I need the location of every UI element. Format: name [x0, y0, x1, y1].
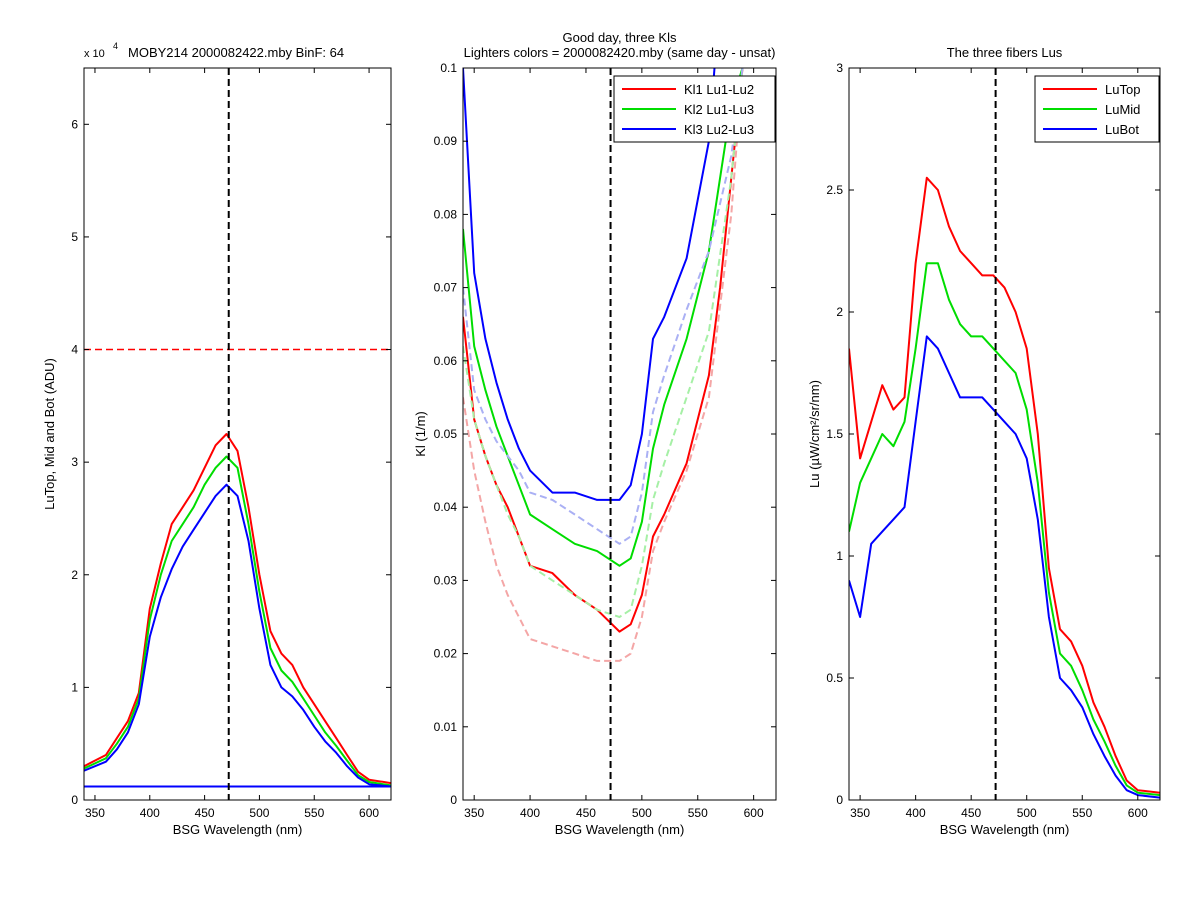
plot-lines [463, 68, 744, 800]
x-tick-label: 400 [520, 806, 540, 820]
y-exponent-label: x 10 [84, 48, 105, 60]
x-tick-label: 350 [850, 806, 870, 820]
legend-entry: LuTop [1105, 82, 1140, 97]
y-tick-label: 6 [71, 117, 78, 131]
chart-panel-3: 350 400 450 500 550 600 0 0.5 1 1.5 2 2.5 3 BSG Wavel… [807, 45, 1161, 837]
legend: LuTop LuMid LuBot [1034, 75, 1160, 143]
x-tick-label: 600 [744, 806, 764, 820]
x-tick-label: 500 [1017, 806, 1037, 820]
y-tick-label: 3 [71, 455, 78, 469]
x-tick-label: 550 [304, 806, 324, 820]
y-tick-label: 0.09 [434, 134, 458, 148]
plot-lines [849, 68, 1160, 800]
x-axis-label: BSG Wavelength (nm) [555, 822, 685, 837]
plot-area [463, 68, 776, 800]
plot-area [84, 68, 391, 800]
y-axis-label: Kl (1/m) [413, 411, 428, 457]
x-axis-label: BSG Wavelength (nm) [173, 822, 303, 837]
chart-title: Good day, three Kls [563, 30, 677, 45]
chart-title: MOBY214 2000082422.mby BinF: 64 [128, 45, 344, 60]
x-tick-label: 450 [195, 806, 215, 820]
series-line-1 [849, 176, 1160, 794]
x-tick-label: 400 [140, 806, 160, 820]
y-tick-label: 3 [836, 61, 843, 75]
x-tick-label: 400 [906, 806, 926, 820]
legend-entry: LuMid [1105, 102, 1140, 117]
axes-frame [83, 67, 392, 801]
y-tick-label: 0.05 [434, 427, 458, 441]
plot-lines [84, 68, 391, 800]
legend: Kl1 Lu1-Lu2 Kl2 Lu1-Lu3 Kl3 Lu2-Lu3 [613, 75, 776, 143]
series-line-3 [84, 483, 391, 788]
legend-entry: Kl3 Lu2-Lu3 [684, 122, 754, 137]
y-tick-label: 0.02 [434, 647, 458, 661]
y-tick-label: 1.5 [826, 427, 843, 441]
y-tick-label: 1 [836, 549, 843, 563]
y-exponent-power: 4 [113, 41, 118, 51]
x-axis-label: BSG Wavelength (nm) [940, 822, 1070, 837]
x-tick-label: 350 [85, 806, 105, 820]
y-tick-label: 0 [450, 793, 457, 807]
series-line-2 [849, 262, 1160, 797]
series-line-5 [463, 68, 744, 618]
series-line-2 [84, 455, 391, 787]
x-tick-label: 500 [249, 806, 269, 820]
x-tick-label: 550 [1072, 806, 1092, 820]
x-tick-label: 450 [961, 806, 981, 820]
y-tick-label: 0.06 [434, 354, 458, 368]
series-line-6 [463, 68, 744, 545]
legend-entry: LuBot [1105, 122, 1139, 137]
x-tick-label: 600 [1128, 806, 1148, 820]
chart-title: The three fibers Lus [947, 45, 1063, 60]
y-tick-label: 5 [71, 230, 78, 244]
series-line-3 [849, 335, 1160, 799]
y-tick-label: 0 [836, 793, 843, 807]
series-line-2 [463, 68, 744, 567]
y-axis-label: LuTop, Mid and Bot (ADU) [42, 358, 57, 510]
series-line-4 [463, 68, 744, 662]
series-line-1 [84, 433, 391, 785]
y-tick-label: 0 [71, 793, 78, 807]
y-tick-label: 0.01 [434, 720, 458, 734]
x-tick-label: 450 [576, 806, 596, 820]
y-tick-label: 4 [71, 343, 78, 357]
y-tick-label: 2.5 [826, 183, 843, 197]
plot-area [849, 68, 1160, 800]
y-axis-label: Lu (µW/cm²/sr/nm) [807, 380, 822, 488]
y-tick-label: 2 [836, 305, 843, 319]
x-tick-label: 500 [632, 806, 652, 820]
y-tick-label: 0.07 [434, 281, 458, 295]
y-tick-label: 0.1 [440, 61, 457, 75]
series-line-3 [463, 68, 716, 501]
y-tick-label: 1 [71, 680, 78, 694]
chart-panel-2: 350 400 450 500 550 600 0 0.01 0.02 0.03 0.04 0.05 0… [413, 30, 777, 837]
x-tick-label: 350 [464, 806, 484, 820]
x-tick-label: 550 [688, 806, 708, 820]
legend-entry: Kl1 Lu1-Lu2 [684, 82, 754, 97]
chart-panel-1: 350 400 450 500 550 600 0 1 2 3 4 5 6 BSG Wavelength … [42, 41, 392, 837]
chart-subtitle: Lighters colors = 2000082420.mby (same d… [464, 45, 776, 60]
y-tick-label: 0.04 [434, 500, 458, 514]
y-tick-label: 2 [71, 568, 78, 582]
y-tick-label: 0.08 [434, 207, 458, 221]
legend-entry: Kl2 Lu1-Lu3 [684, 102, 754, 117]
y-tick-label: 0.03 [434, 573, 458, 587]
x-tick-label: 600 [359, 806, 379, 820]
y-tick-label: 0.5 [826, 671, 843, 685]
